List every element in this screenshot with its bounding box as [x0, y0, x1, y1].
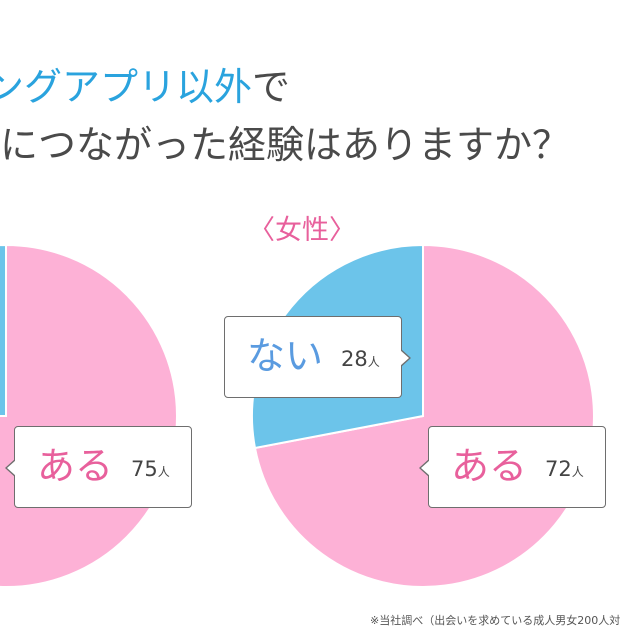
- chart-title-line-2: につながった経験はありますか？: [0, 123, 571, 167]
- title-accent: ングアプリ以外: [0, 65, 253, 109]
- callout-male-yes: ある 75人: [5, 426, 192, 508]
- callout-pointer: [5, 459, 16, 477]
- callout-female-no: ない 28人: [224, 316, 411, 398]
- answer-label: ない: [247, 334, 324, 378]
- count-value: 28人: [341, 347, 380, 371]
- pie-female: [250, 243, 595, 588]
- callout-pointer: [419, 459, 430, 477]
- count-value: 72人: [545, 457, 584, 481]
- count-value: 75人: [131, 457, 170, 481]
- pie-male-yes-slice: [0, 243, 178, 588]
- callout-pointer: [400, 349, 411, 367]
- female-group-label: 〈女性〉: [248, 215, 356, 246]
- chart-title-line-1: ングアプリ以外で: [0, 64, 290, 110]
- callout-female-yes: ある 72人: [419, 426, 606, 508]
- title-line1-rest: で: [252, 65, 291, 109]
- answer-label: ある: [451, 444, 528, 488]
- answer-label: ある: [37, 444, 114, 488]
- pie-male-no-slice: [0, 243, 7, 417]
- footnote: ※当社調べ（出会いを求めている成人男女200人対: [370, 614, 621, 627]
- pie-male: [0, 243, 178, 588]
